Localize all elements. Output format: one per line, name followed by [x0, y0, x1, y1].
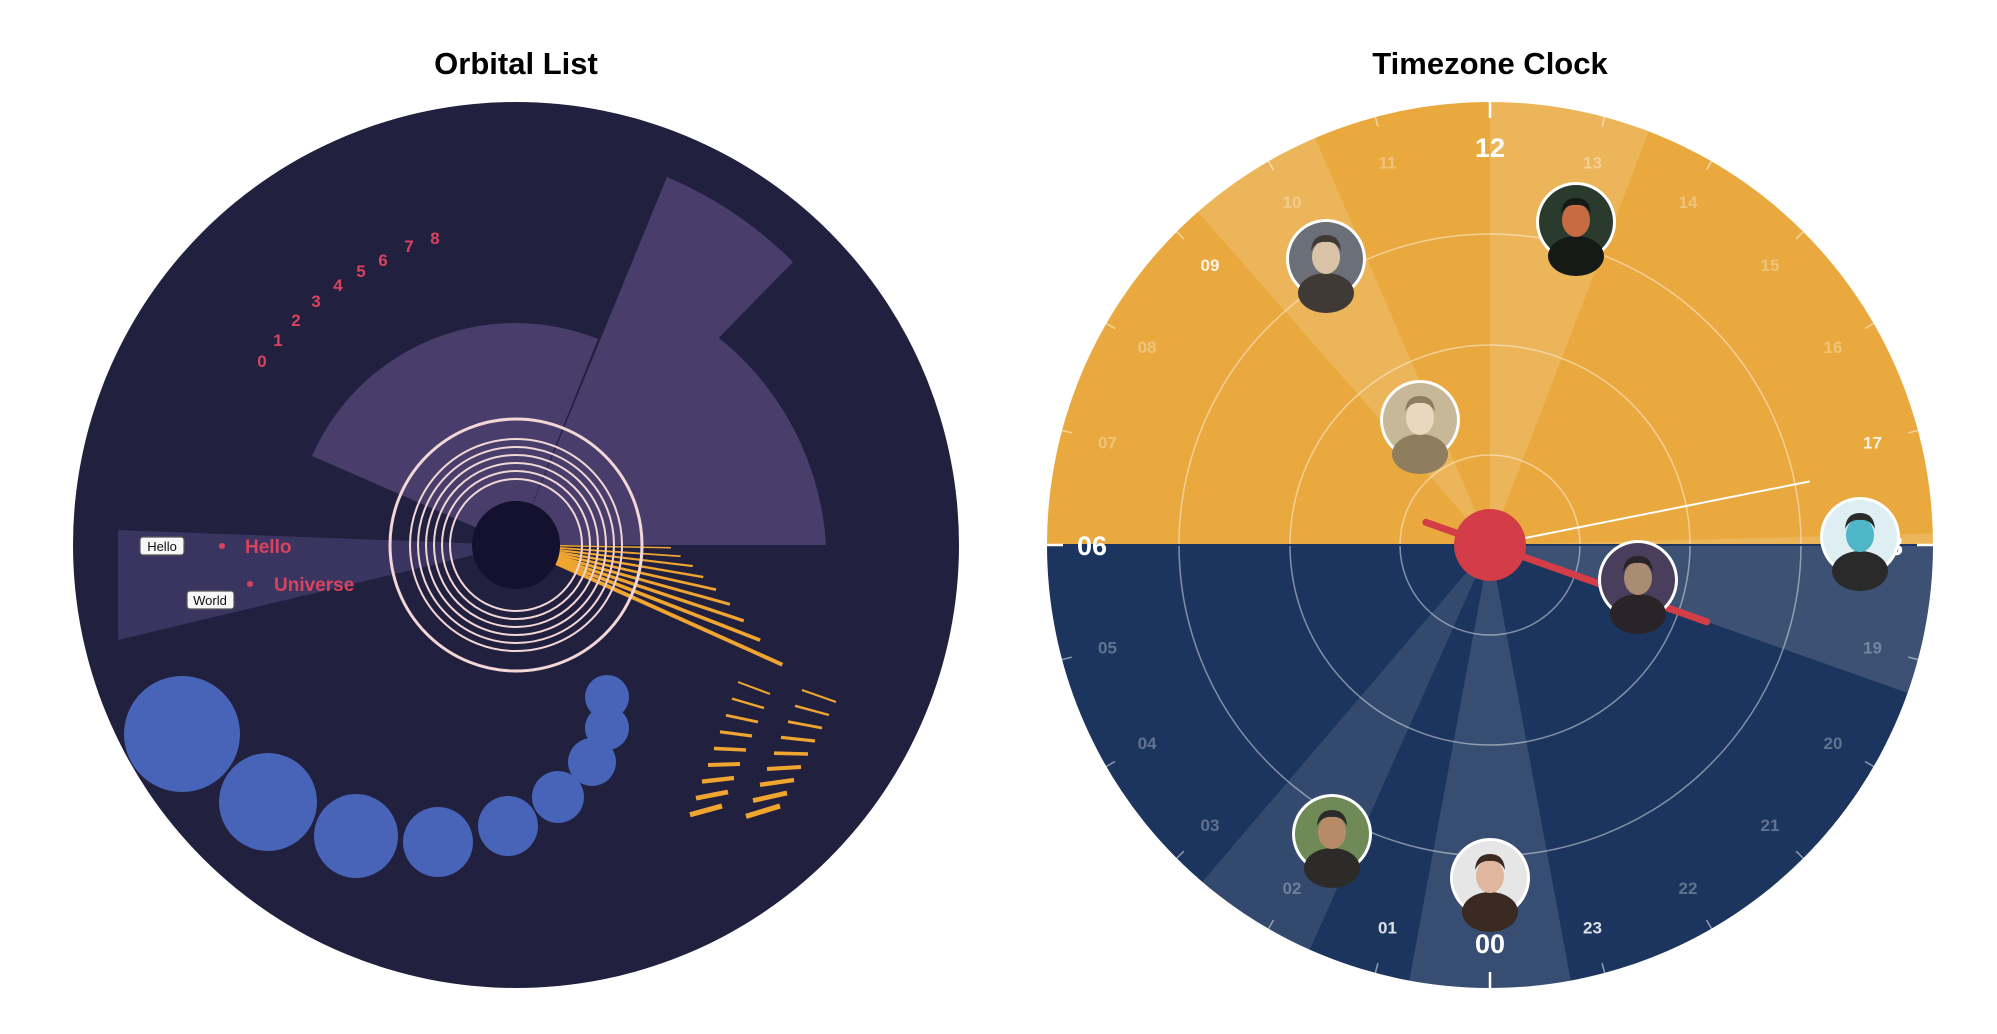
radial-line: [559, 545, 671, 549]
index-label: 0: [257, 352, 266, 371]
hatch-mark: [719, 730, 753, 738]
orbital-wedge-tall: [516, 177, 793, 545]
hatch-mark: [707, 762, 741, 767]
bubble: [585, 675, 629, 719]
index-label: 5: [356, 262, 365, 281]
orbital-ring: [449, 478, 583, 612]
orbital-ring: [433, 462, 599, 628]
index-label: 1: [273, 331, 282, 350]
orbital-list-title: Orbital List: [434, 46, 598, 81]
hatch-mark: [701, 775, 735, 784]
hatch-mark: [689, 803, 723, 818]
orbital-center: [472, 501, 560, 589]
hatch-mark: [752, 790, 788, 803]
index-label: 2: [291, 311, 300, 330]
hatch-mark: [794, 704, 830, 717]
list-item-hello: Hello: [245, 537, 291, 558]
hatch-mark: [745, 803, 781, 819]
index-label: 4: [333, 276, 343, 295]
bubble: [532, 771, 584, 823]
list-bullet: [247, 581, 253, 587]
radial-line: [558, 553, 717, 592]
orbital-wedge-list: [118, 530, 516, 640]
bubble: [478, 796, 538, 856]
index-label: 8: [430, 229, 439, 248]
orbital-radial-lines: [555, 545, 784, 667]
hatch-mark: [759, 777, 795, 787]
hatch-mark: [737, 681, 771, 695]
hatch-mark: [801, 689, 837, 703]
orbital-ring: [441, 470, 591, 620]
timezone-clock-title: Timezone Clock: [1372, 46, 1608, 81]
bubble: [219, 753, 317, 851]
radial-line: [557, 557, 745, 623]
bubble: [585, 706, 629, 750]
hatch-mark: [780, 735, 816, 743]
list-item-universe: Universe: [274, 575, 354, 596]
hatch-mark: [787, 720, 823, 730]
radial-line: [559, 551, 704, 579]
hatch-mark: [725, 713, 759, 724]
tag-hello-label: Hello: [147, 539, 177, 554]
radial-line: [559, 547, 681, 558]
orbital-hatch-marks: [689, 681, 837, 819]
orbital-rings: [388, 417, 644, 673]
tag-world[interactable]: World: [186, 590, 235, 610]
bubble: [314, 794, 398, 878]
orbital-ring: [388, 417, 644, 673]
tag-hello[interactable]: Hello: [139, 536, 185, 556]
orbital-ring: [409, 438, 623, 652]
bubble: [124, 676, 240, 792]
radial-line: [555, 561, 784, 667]
orbital-ring: [417, 446, 615, 644]
index-label: 7: [404, 237, 413, 256]
bubble: [568, 738, 616, 786]
hatch-mark: [773, 751, 809, 756]
orbital-ring: [425, 454, 607, 636]
hatch-mark: [713, 746, 747, 752]
radial-line: [556, 559, 761, 642]
list-bullet: [219, 543, 225, 549]
bubble: [403, 807, 473, 877]
tag-world-label: World: [193, 593, 227, 608]
index-label: 6: [378, 251, 387, 270]
hatch-mark: [731, 697, 765, 710]
index-label: 3: [311, 292, 320, 311]
orbital-wedge-right: [516, 326, 826, 545]
hatch-mark: [695, 789, 729, 801]
hatch-mark: [766, 765, 802, 771]
orbital-bubbles: [124, 675, 629, 878]
